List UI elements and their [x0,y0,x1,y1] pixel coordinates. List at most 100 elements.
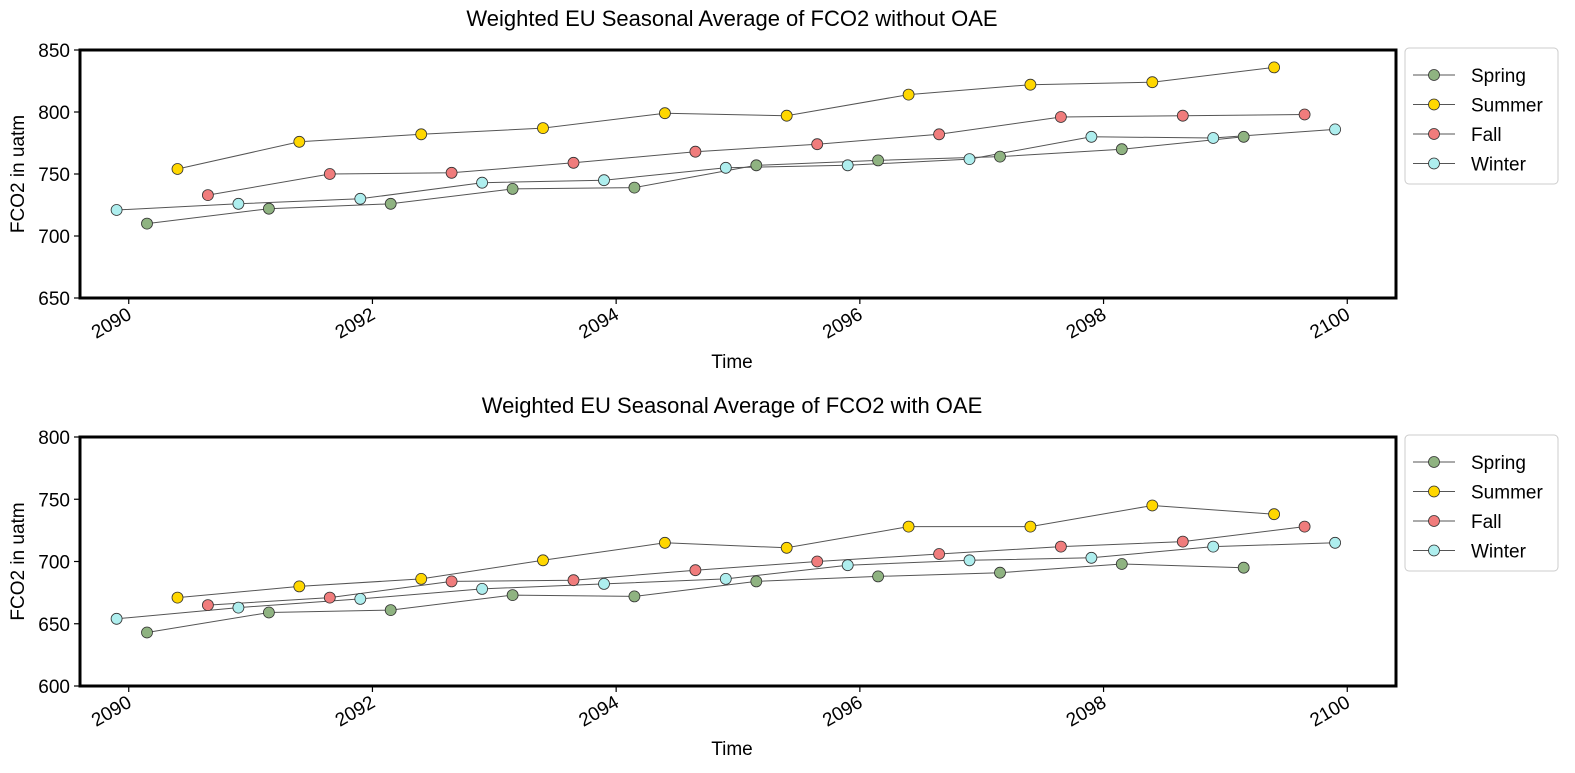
y-tick-label: 700 [38,227,70,248]
data-point-summer [780,109,793,122]
legend-marker-spring [1428,69,1440,81]
chart-panel-1: Weighted EU Seasonal Average of FCO2 wit… [8,6,1559,373]
y-axis-label: FCO2 in uatm [8,115,29,233]
data-point-fall [323,591,336,604]
data-point-spring [628,181,641,194]
legend-marker-winter [1428,157,1440,170]
data-point-summer [171,591,184,604]
x-tick-label: 2100 [1307,304,1354,343]
x-axis-label: Time [711,739,753,760]
data-point-winter [110,204,123,216]
data-point-summer [902,88,915,101]
x-tick-label: 2096 [819,304,866,343]
series-line-summer [177,66,1275,170]
data-point-spring [141,626,153,639]
legend-label-summer: Summer [1471,96,1543,117]
data-point-winter [598,174,610,187]
data-point-winter [1085,551,1098,564]
data-point-fall [1055,111,1067,123]
data-point-winter [1329,536,1341,549]
legend-marker-spring [1428,456,1440,468]
data-point-winter [841,159,854,172]
y-tick-label: 750 [38,165,70,186]
data-point-fall [445,575,458,588]
data-point-spring [994,150,1006,163]
chart-title: Weighted EU Seasonal Average of FCO2 wit… [466,6,997,31]
legend-label-spring: Spring [1471,66,1526,87]
y-tick-label: 800 [38,428,70,449]
series-line-summer [177,504,1275,599]
data-point-summer [1268,61,1280,74]
plot-frame [78,435,1398,688]
data-point-spring [994,566,1006,579]
data-point-spring [872,570,884,583]
data-point-winter [1207,132,1220,144]
legend: Spring Summer Fall Winter [1404,434,1559,572]
data-point-fall [1055,540,1067,553]
legend-label-fall: Fall [1471,125,1502,146]
y-tick-label: 700 [38,553,70,574]
y-tick-label: 650 [38,615,70,636]
data-point-spring [384,604,397,616]
x-tick-label: 2094 [576,692,623,732]
y-axis-label: FCO2 in uatm [8,502,29,620]
data-point-winter [476,583,489,595]
data-point-summer [1024,520,1037,533]
data-point-fall [1298,520,1311,533]
data-point-winter [232,197,245,210]
x-tick-label: 2090 [88,304,135,343]
series-line-fall [207,114,1305,196]
y-tick-label: 850 [38,41,70,62]
data-point-winter [963,554,976,567]
data-point-summer [902,520,915,533]
data-point-summer [537,554,549,567]
data-point-spring [1237,561,1250,574]
y-tick-label: 650 [38,289,70,310]
data-point-spring [750,575,763,588]
data-point-spring [1237,130,1250,143]
data-point-winter [476,176,489,189]
data-point-winter [963,153,976,166]
data-point-winter [1085,130,1098,143]
data-point-fall [445,166,458,179]
legend-marker-summer [1428,98,1440,111]
legend-label-spring: Spring [1471,453,1526,474]
x-axis-label: Time [711,352,753,373]
data-point-fall [1176,535,1189,548]
x-tick-label: 2098 [1063,692,1110,731]
legend-label-fall: Fall [1471,512,1502,533]
data-point-winter [841,559,854,572]
legend-box [1404,47,1559,185]
data-point-fall [1176,109,1189,122]
legend-marker-summer [1428,485,1440,498]
x-tick-label: 2096 [819,692,866,731]
data-point-summer [293,135,306,148]
data-point-summer [293,580,306,593]
data-point-summer [1146,499,1159,512]
data-point-spring [506,589,519,601]
data-point-summer [1268,508,1280,521]
data-point-spring [262,606,275,619]
data-point-summer [1146,76,1159,89]
data-point-fall [323,168,336,180]
data-point-winter [1329,123,1341,136]
x-tick-label: 2098 [1063,304,1110,343]
data-point-spring [1115,143,1128,156]
chart-title: Weighted EU Seasonal Average of FCO2 wit… [482,393,983,418]
legend: Spring Summer Fall Winter [1404,47,1559,185]
legend-box [1404,434,1559,572]
data-point-winter [110,612,123,625]
data-point-summer [537,122,549,135]
data-point-fall [567,156,580,169]
data-point-summer [659,107,671,120]
x-tick-label: 2090 [88,692,135,731]
data-point-fall [689,145,702,158]
data-point-winter [354,192,367,205]
series-line-spring [146,136,1244,225]
legend-label-winter: Winter [1471,155,1527,176]
data-point-spring [262,202,275,215]
legend-marker-winter [1428,544,1440,557]
data-point-winter [719,161,732,174]
data-point-fall [201,599,214,611]
data-point-summer [415,573,428,585]
